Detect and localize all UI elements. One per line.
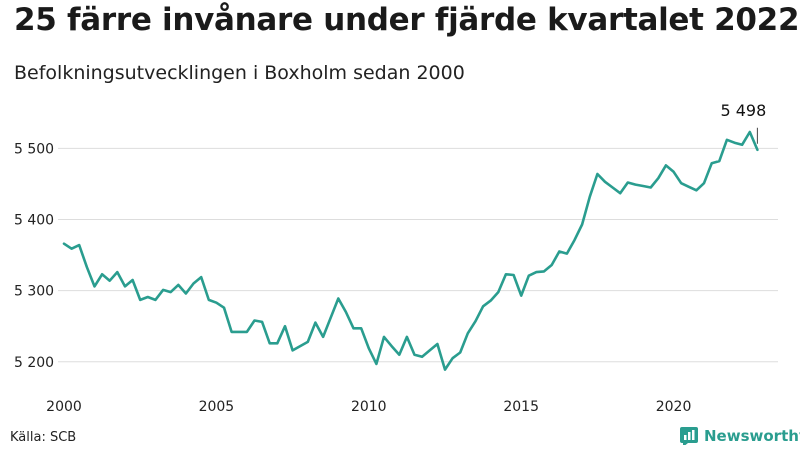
x-tick-label: 2020 [656,399,692,415]
x-axis-ticks: 2000 2005 2010 2015 2020 [46,399,691,415]
x-tick-label: 2005 [199,399,235,415]
x-tick-label: 2000 [46,399,82,415]
y-tick-label: 5 400 [14,212,54,228]
bar-chart-logo-icon [680,427,698,445]
chart-subtitle: Befolkningsutvecklingen i Boxholm sedan … [14,62,465,84]
newsworthy-logo: Newsworthy [680,425,800,447]
x-tick-label: 2015 [503,399,539,415]
y-tick-label: 5 200 [14,355,54,371]
y-axis-ticks: 5 200 5 300 5 400 5 500 [14,141,54,370]
gridlines [58,147,778,363]
y-tick-label: 5 500 [14,141,54,157]
end-value-label: 5 498 [720,101,766,120]
source-note: Källa: SCB [10,430,77,445]
y-tick-label: 5 300 [14,284,54,300]
brand-name: Newsworthy [704,427,800,445]
x-tick-label: 2010 [351,399,387,415]
population-line [62,130,759,371]
chart-title: 25 färre invånare under fjärde kvartalet… [14,2,800,38]
